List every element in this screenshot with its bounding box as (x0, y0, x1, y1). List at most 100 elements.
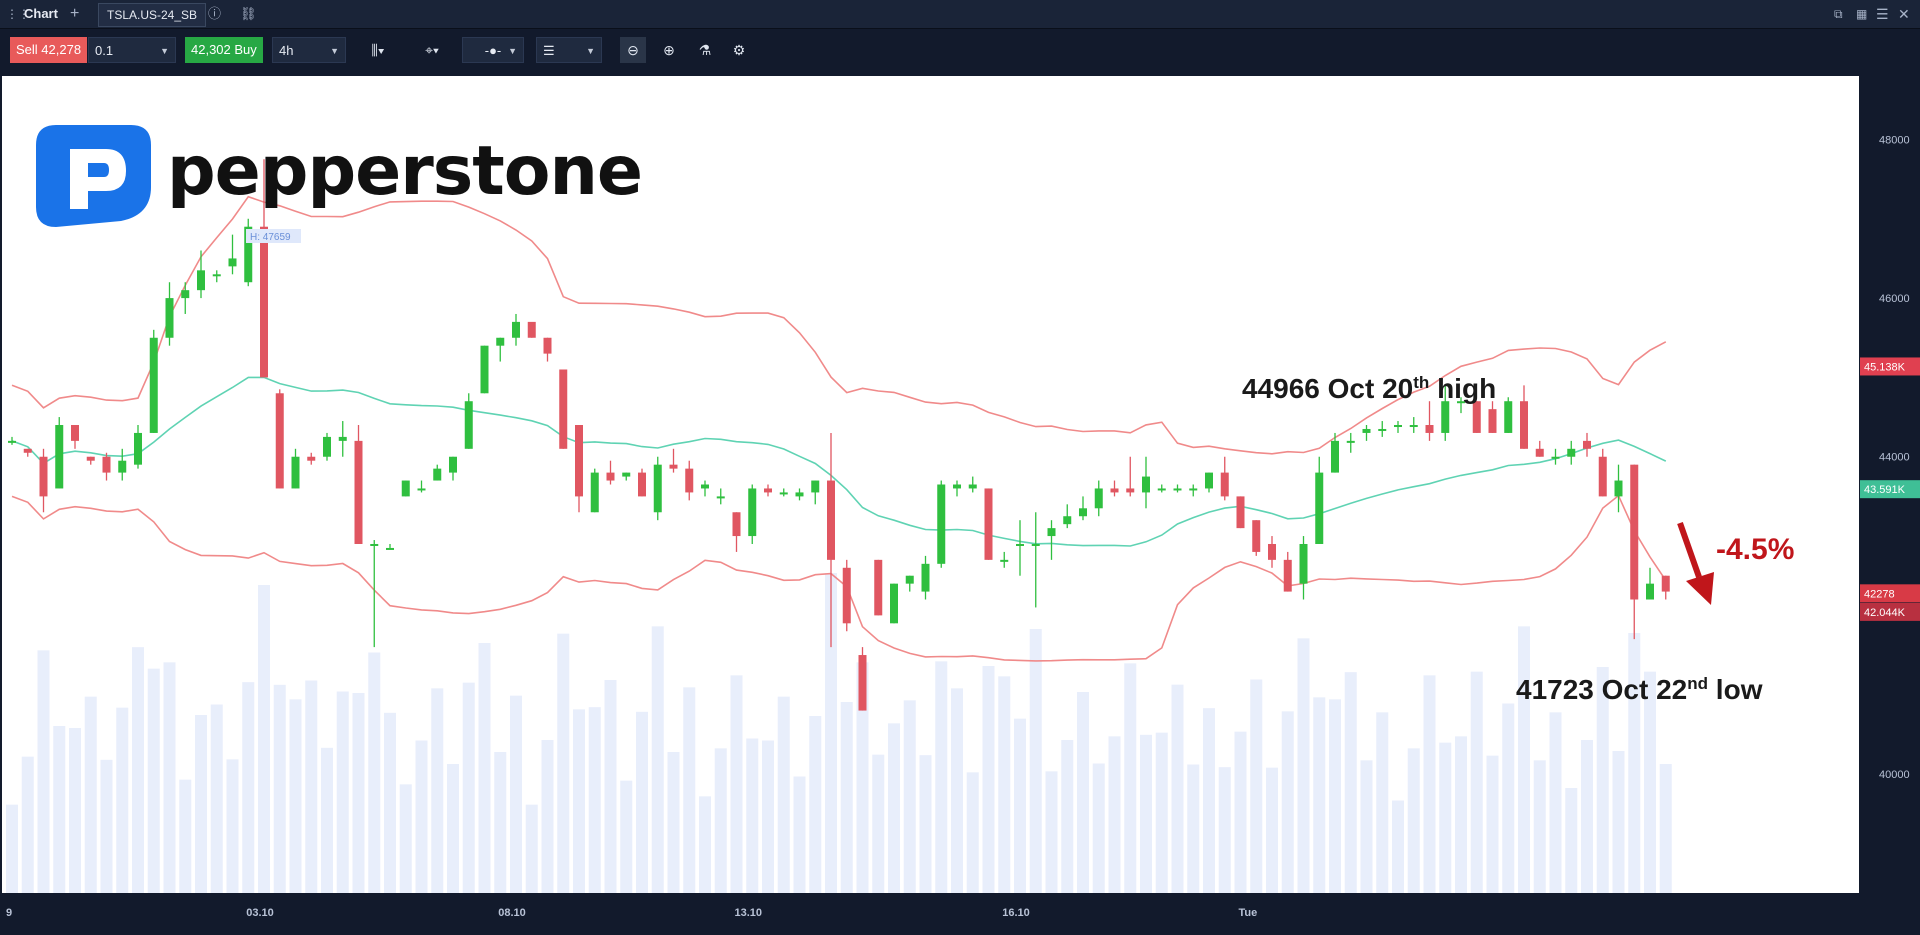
candle-body (401, 480, 410, 497)
candle (1205, 472, 1213, 493)
time-tick-label: 08.10 (498, 907, 526, 919)
flask-icon[interactable]: ⚗ (698, 42, 712, 58)
volume-bar (6, 804, 18, 893)
candle (181, 282, 190, 314)
candle-body (181, 290, 190, 299)
change-label: -4.5% (1716, 533, 1794, 566)
candle (622, 472, 631, 481)
price-axis[interactable]: 400004200044000460004800045.138K43.591K4… (1859, 76, 1920, 893)
quantity-value: 0.1 (95, 43, 114, 58)
info-icon[interactable]: ⓘ (208, 6, 222, 21)
add-tab-icon[interactable]: + (70, 5, 80, 22)
buy-button[interactable]: 42,302 Buy (185, 37, 263, 63)
candle-body (1535, 448, 1544, 457)
candle (197, 250, 205, 299)
candle (338, 421, 347, 457)
candle (1047, 520, 1056, 560)
candle-body (590, 472, 599, 513)
candle (1378, 421, 1387, 437)
volume-bar (525, 804, 538, 893)
candle-body (417, 488, 426, 491)
close-icon[interactable]: ✕ (1898, 6, 1910, 22)
middle-band-price-label-bg (1860, 480, 1920, 499)
candle (8, 436, 16, 445)
chart-tab[interactable]: Chart (24, 6, 58, 21)
time-axis[interactable]: 9 03.10 08.10 13.10 16.10 Tue (0, 893, 1920, 930)
middle-band-price-label-text: 43.591K (1864, 484, 1906, 496)
candle (716, 488, 725, 505)
candle (905, 575, 914, 592)
volume-bar (447, 764, 459, 893)
volume-bar (431, 688, 444, 893)
candle (921, 555, 930, 600)
timeframe-select[interactable]: 4h ▼ (272, 37, 346, 63)
title-bar: ⋮⋮ Chart + TSLA.US-24_SB ⓘ ⛓ ⧉ ▦ ☰ ✕ (0, 0, 1920, 29)
candle-body (354, 440, 363, 544)
quantity-select[interactable]: 0.1 ▼ (88, 37, 176, 63)
candle-body (953, 484, 961, 489)
candle-body (575, 425, 583, 497)
candle (953, 480, 961, 497)
candle (291, 448, 300, 489)
restore-icon[interactable]: ⧉ (1834, 7, 1843, 21)
candle (1157, 484, 1166, 493)
candle-body (937, 484, 946, 564)
chevron-down-icon: ▼ (330, 46, 339, 56)
candle (1189, 484, 1198, 497)
link-icon[interactable]: ⛓ (240, 6, 257, 21)
candle (370, 540, 379, 648)
menu-icon[interactable]: ☰ (1876, 6, 1889, 22)
candle-body (1142, 476, 1150, 493)
candle (1315, 456, 1324, 544)
candle (732, 512, 741, 552)
candle-body (795, 492, 804, 497)
volume-bar (903, 700, 916, 893)
volume-bar (557, 633, 570, 893)
drawing-tools-icon[interactable]: ⌖▾ (425, 42, 439, 58)
volume-bar (415, 740, 428, 893)
volume-bar (242, 682, 255, 893)
volume-bar (21, 756, 34, 893)
time-tick-label: 03.10 (246, 907, 274, 919)
candle-type-icon[interactable]: ⫼▾ (371, 42, 385, 58)
candle-body (1646, 583, 1654, 600)
time-tick-label: 16.10 (1002, 907, 1030, 919)
volume-bar (966, 772, 979, 893)
time-tick-label: Tue (1239, 907, 1258, 919)
candle-body (1520, 401, 1528, 449)
grip-icon[interactable]: ⋮⋮ (6, 7, 30, 21)
candle-body (638, 472, 646, 497)
candle (937, 480, 946, 568)
candle-body (984, 488, 993, 560)
symbol-tab[interactable]: TSLA.US-24_SB (98, 3, 207, 27)
volume-bar (1644, 671, 1656, 893)
candle (968, 476, 977, 493)
volume-bar (1313, 697, 1326, 893)
candle (1551, 448, 1560, 465)
grid-icon[interactable]: ▦ (1856, 7, 1868, 21)
volume-bar (935, 661, 948, 893)
candle (827, 432, 835, 648)
volume-bar (1628, 633, 1641, 893)
zoom-out-icon[interactable]: ⊖ (620, 37, 646, 63)
zoom-in-icon[interactable]: ⊕ (663, 42, 675, 58)
gear-icon[interactable]: ⚙ (732, 42, 746, 58)
candle (1409, 417, 1418, 433)
candle-body (228, 258, 237, 267)
candle-body (764, 488, 772, 493)
volume-bar (1612, 751, 1625, 893)
candle (748, 484, 757, 544)
candle-body (527, 321, 536, 338)
indicators-select[interactable]: ☰ ▼ (536, 37, 602, 63)
candle-body (842, 567, 851, 624)
candle-body (890, 583, 898, 624)
volume-bar (856, 662, 869, 893)
candle (1346, 432, 1355, 453)
volume-bar (1187, 764, 1200, 893)
chart-area[interactable]: H: 47659 44966 Oct 20th high 41723 Oct 22n… (2, 76, 1859, 893)
crosshair-select[interactable]: -●- ▼ (462, 37, 524, 63)
volume-bar (352, 693, 365, 893)
sell-button[interactable]: Sell 42,278 (10, 37, 88, 63)
volume-bar (1124, 663, 1137, 893)
volume-bar (1329, 699, 1341, 893)
